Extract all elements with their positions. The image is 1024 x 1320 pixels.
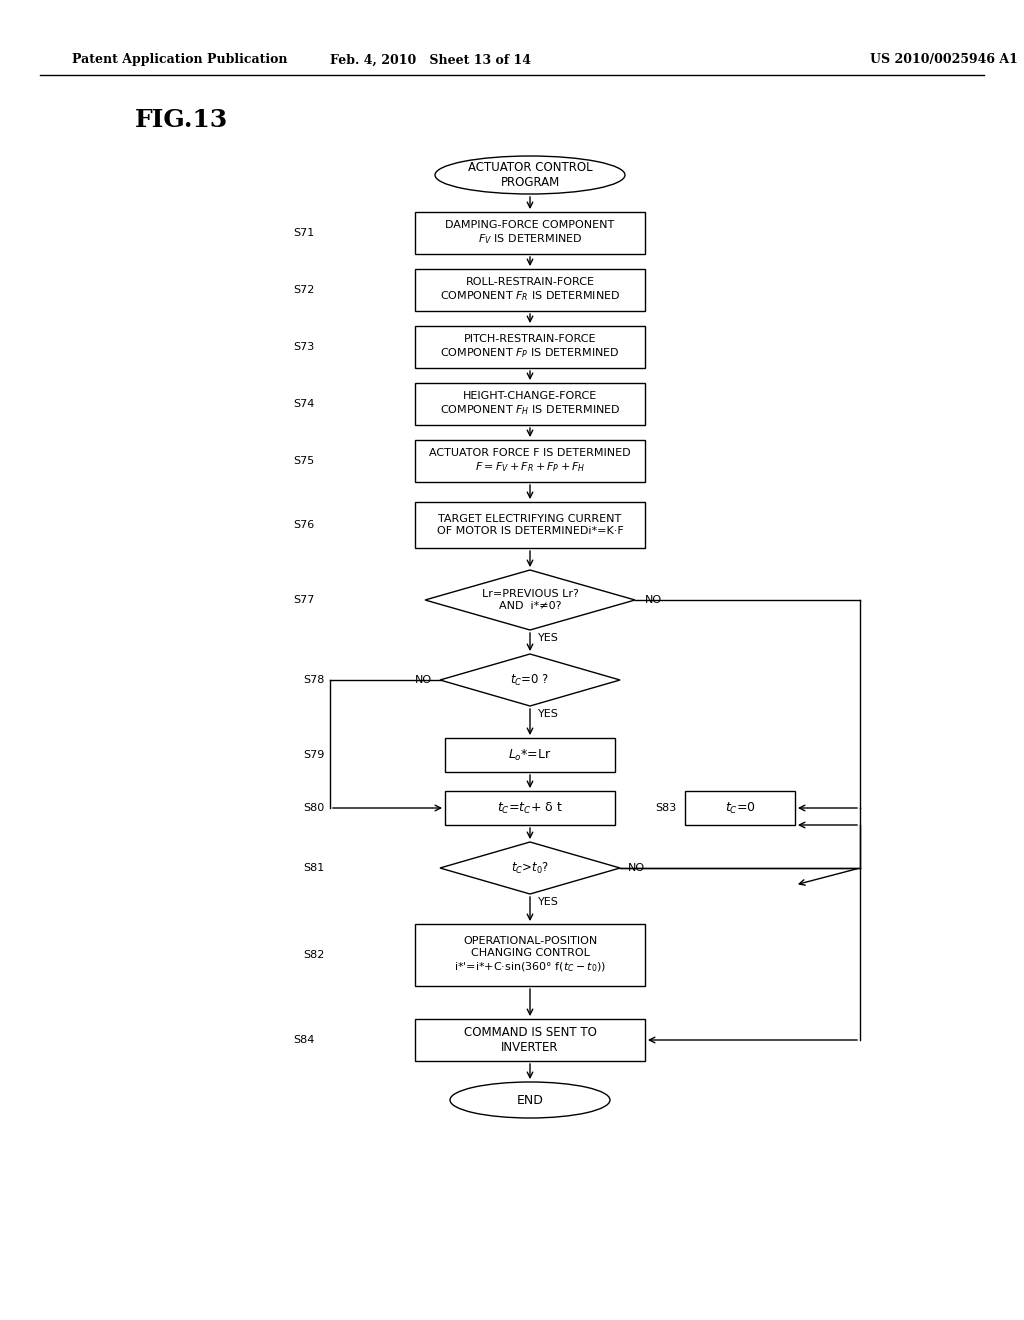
Text: S82: S82 xyxy=(304,950,325,960)
Bar xyxy=(415,502,645,548)
Text: S73: S73 xyxy=(294,342,315,352)
Text: NO: NO xyxy=(645,595,663,605)
Text: NO: NO xyxy=(628,863,645,873)
Polygon shape xyxy=(440,842,620,894)
Text: Patent Application Publication: Patent Application Publication xyxy=(72,54,288,66)
Bar xyxy=(415,924,645,986)
Text: $t_C$=0 ?: $t_C$=0 ? xyxy=(510,672,550,688)
Bar xyxy=(415,1019,645,1061)
Text: Lr=PREVIOUS Lr?
AND  i*≠0?: Lr=PREVIOUS Lr? AND i*≠0? xyxy=(481,589,579,611)
Bar xyxy=(415,269,645,312)
Text: S78: S78 xyxy=(304,675,325,685)
Text: YES: YES xyxy=(538,709,559,719)
Text: HEIGHT-CHANGE-FORCE
COMPONENT $F_H$ IS DETERMINED: HEIGHT-CHANGE-FORCE COMPONENT $F_H$ IS D… xyxy=(439,391,621,417)
Text: $t_C$=$t_C$+ δ t: $t_C$=$t_C$+ δ t xyxy=(497,800,563,816)
Text: FIG.13: FIG.13 xyxy=(135,108,228,132)
Text: Feb. 4, 2010   Sheet 13 of 14: Feb. 4, 2010 Sheet 13 of 14 xyxy=(330,54,530,66)
Text: S71: S71 xyxy=(294,228,315,238)
Text: DAMPING-FORCE COMPONENT
$F_V$ IS DETERMINED: DAMPING-FORCE COMPONENT $F_V$ IS DETERMI… xyxy=(445,220,614,246)
Text: S77: S77 xyxy=(294,595,315,605)
Bar xyxy=(415,440,645,482)
Text: COMMAND IS SENT TO
INVERTER: COMMAND IS SENT TO INVERTER xyxy=(464,1026,596,1053)
Text: S80: S80 xyxy=(304,803,325,813)
Polygon shape xyxy=(425,570,635,630)
Text: $t_C$=0: $t_C$=0 xyxy=(725,800,756,816)
Text: $t_C$>$t_0$?: $t_C$>$t_0$? xyxy=(511,861,549,875)
Bar xyxy=(445,791,615,825)
Text: S72: S72 xyxy=(294,285,315,294)
Text: OPERATIONAL-POSITION
CHANGING CONTROL
i*'=i*+C·sin(360° f($t_C−t_0$)): OPERATIONAL-POSITION CHANGING CONTROL i*… xyxy=(454,936,606,974)
Text: S75: S75 xyxy=(294,455,315,466)
Text: S81: S81 xyxy=(304,863,325,873)
Text: TARGET ELECTRIFYING CURRENT
OF MOTOR IS DETERMINEDi*=K·F: TARGET ELECTRIFYING CURRENT OF MOTOR IS … xyxy=(436,515,624,536)
Polygon shape xyxy=(440,653,620,706)
Bar xyxy=(415,213,645,253)
Text: END: END xyxy=(516,1093,544,1106)
Text: YES: YES xyxy=(538,898,559,907)
Bar xyxy=(685,791,795,825)
Text: US 2010/0025946 A1: US 2010/0025946 A1 xyxy=(870,54,1018,66)
Text: $L_o$*=Lr: $L_o$*=Lr xyxy=(508,747,552,763)
Text: ACTUATOR CONTROL
PROGRAM: ACTUATOR CONTROL PROGRAM xyxy=(468,161,592,189)
Bar xyxy=(415,383,645,425)
Bar xyxy=(415,326,645,368)
Text: NO: NO xyxy=(415,675,432,685)
Ellipse shape xyxy=(450,1082,610,1118)
Text: ROLL-RESTRAIN-FORCE
COMPONENT $F_R$ IS DETERMINED: ROLL-RESTRAIN-FORCE COMPONENT $F_R$ IS D… xyxy=(440,277,621,302)
Bar xyxy=(445,738,615,772)
Text: S76: S76 xyxy=(294,520,315,531)
Text: PITCH-RESTRAIN-FORCE
COMPONENT $F_P$ IS DETERMINED: PITCH-RESTRAIN-FORCE COMPONENT $F_P$ IS … xyxy=(440,334,620,360)
Text: S79: S79 xyxy=(304,750,325,760)
Ellipse shape xyxy=(435,156,625,194)
Text: S74: S74 xyxy=(294,399,315,409)
Text: YES: YES xyxy=(538,634,559,643)
Text: S83: S83 xyxy=(655,803,677,813)
Text: S84: S84 xyxy=(294,1035,315,1045)
Text: ACTUATOR FORCE F IS DETERMINED
$F=F_V+F_R+F_P+F_H$: ACTUATOR FORCE F IS DETERMINED $F=F_V+F_… xyxy=(429,447,631,474)
